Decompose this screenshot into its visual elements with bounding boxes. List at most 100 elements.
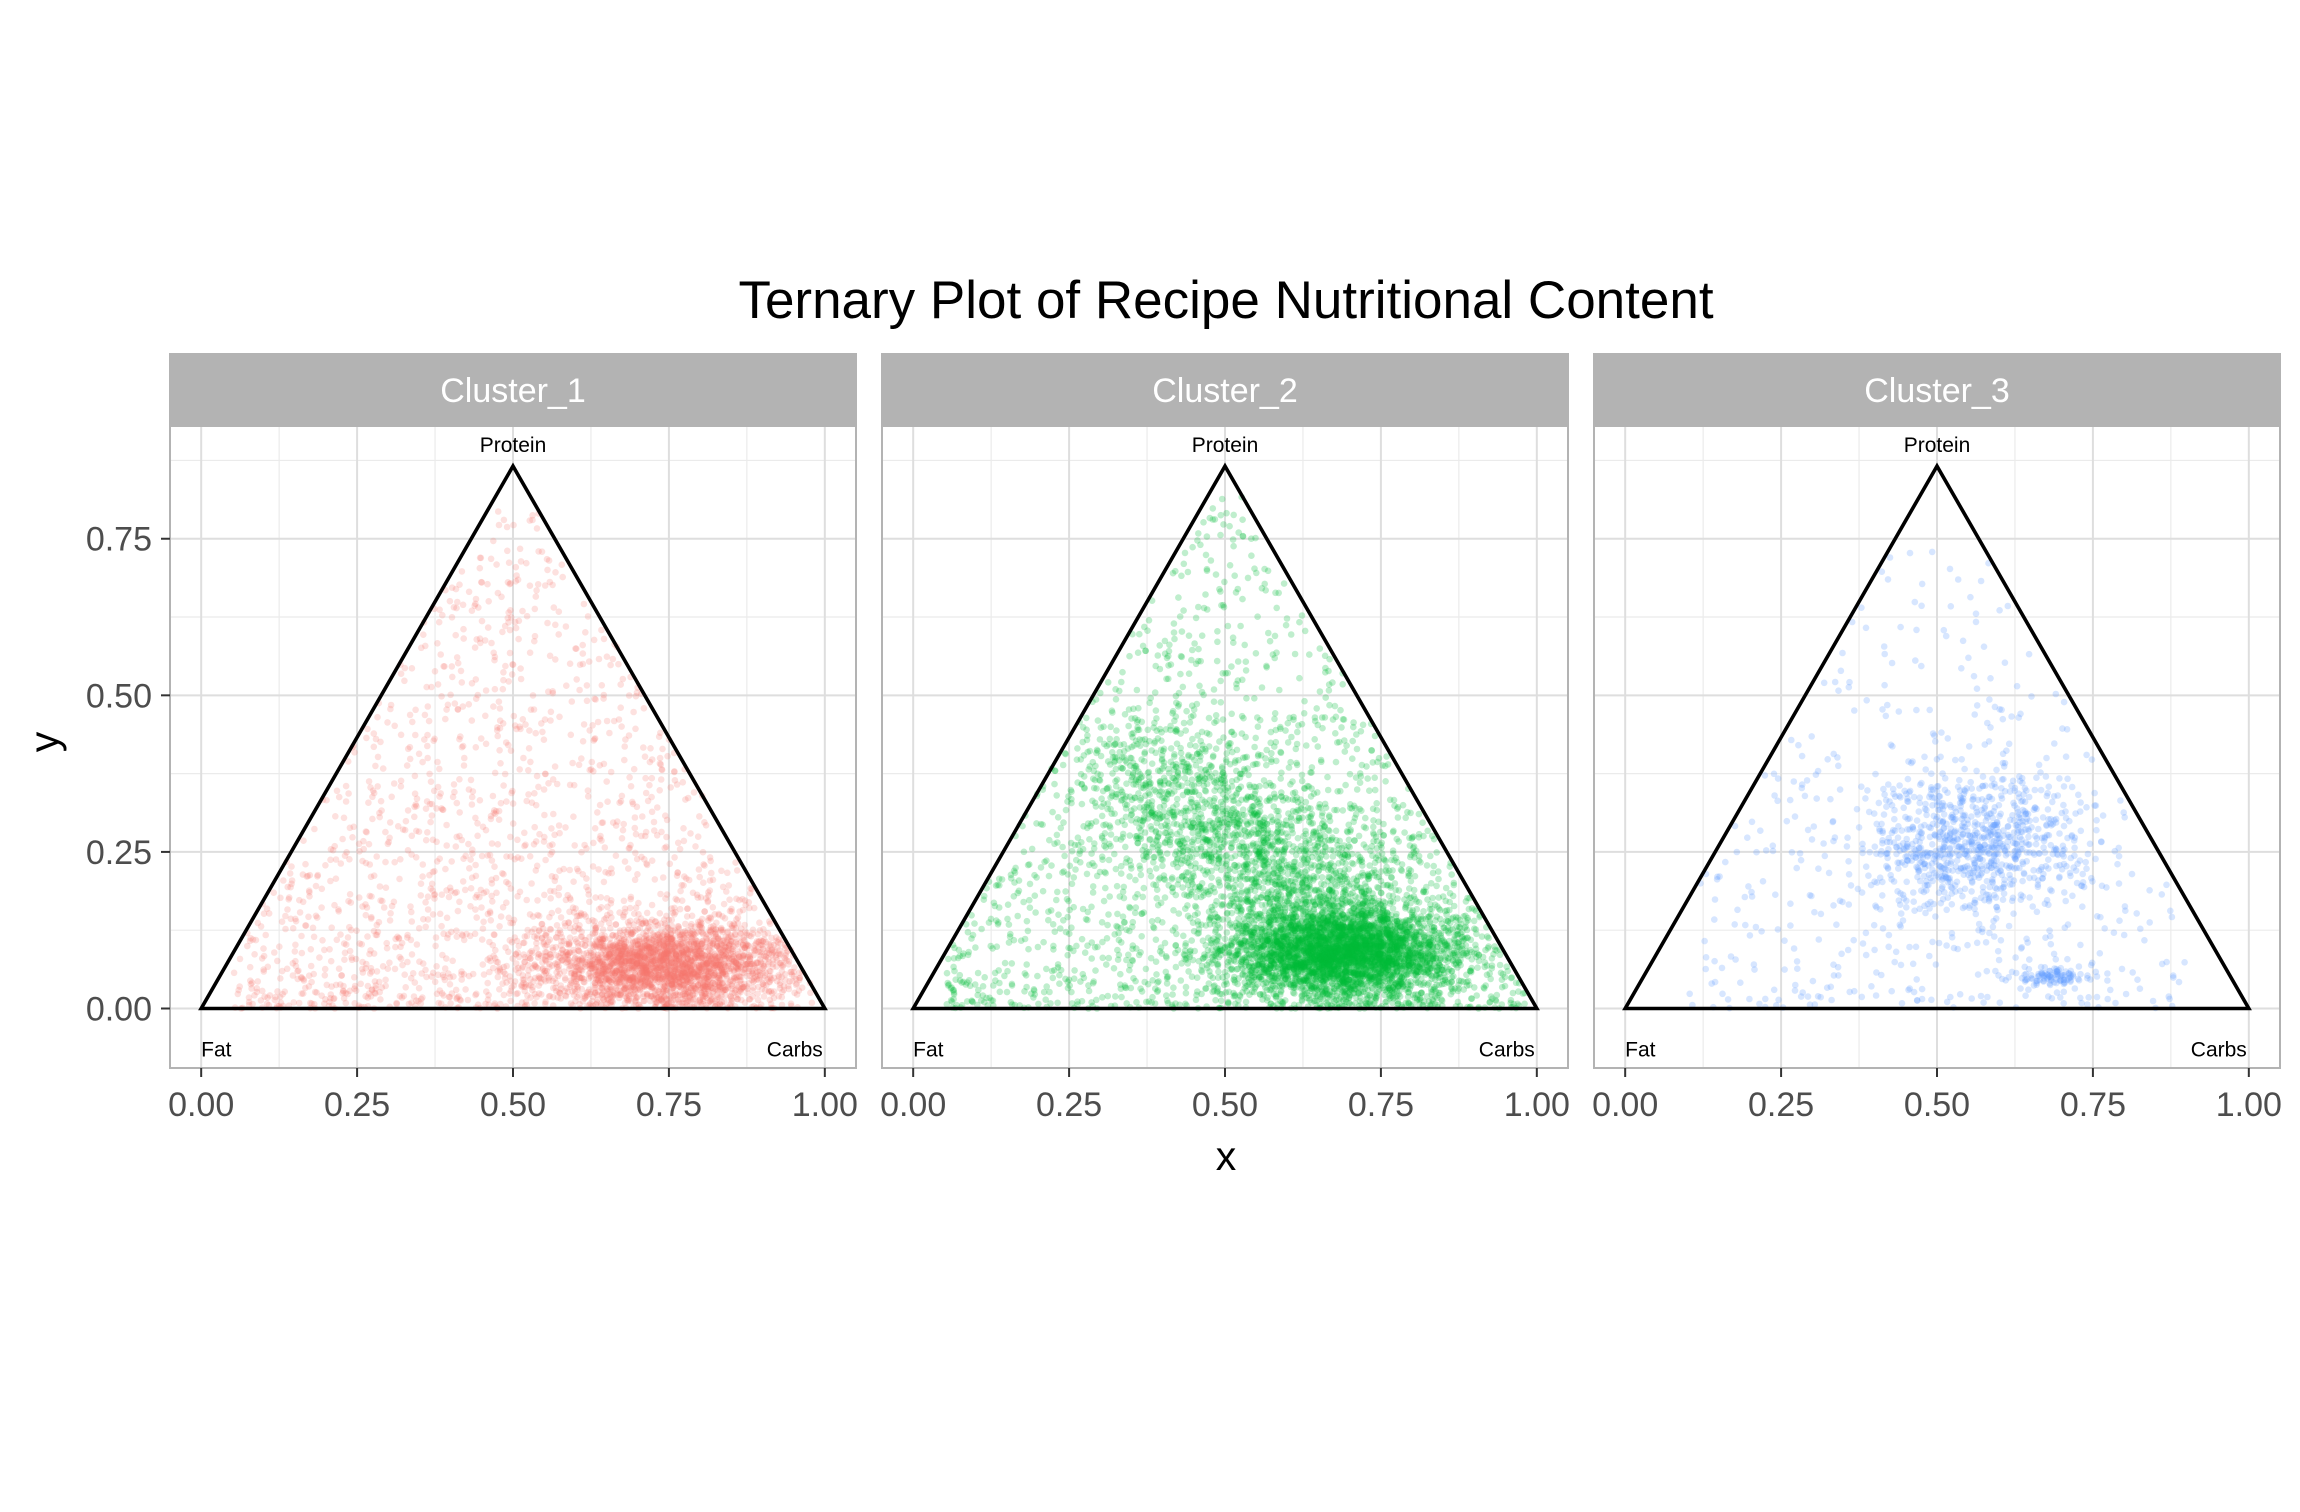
data-point — [657, 776, 665, 783]
data-point — [791, 989, 798, 997]
data-point — [741, 999, 749, 1006]
data-point — [552, 656, 559, 663]
data-point — [586, 766, 593, 774]
data-point — [507, 997, 514, 1005]
data-point — [582, 913, 590, 920]
data-point — [453, 654, 461, 661]
data-point — [746, 953, 754, 961]
data-point — [359, 958, 366, 966]
data-point — [759, 943, 767, 950]
data-point — [668, 905, 675, 912]
data-point — [278, 918, 286, 925]
data-point — [443, 706, 450, 713]
data-point — [597, 977, 604, 984]
data-point — [473, 636, 481, 643]
data-point — [527, 994, 534, 1001]
data-point — [531, 823, 538, 831]
data-point — [369, 815, 376, 823]
data-point — [732, 974, 740, 981]
data-point — [598, 626, 605, 634]
data-point — [636, 976, 643, 984]
data-point — [633, 855, 641, 863]
data-point — [278, 967, 286, 975]
data-point — [365, 778, 373, 785]
data-point — [436, 765, 443, 773]
data-point — [691, 963, 698, 971]
data-point — [583, 875, 590, 882]
data-point — [377, 897, 384, 904]
data-point — [763, 949, 771, 957]
data-point — [1303, 742, 1310, 749]
data-point — [742, 960, 749, 968]
data-point — [533, 939, 540, 947]
data-point — [497, 760, 504, 767]
data-point — [1159, 862, 1166, 870]
data-point — [491, 863, 498, 870]
data-point — [772, 934, 780, 941]
data-point — [751, 947, 758, 954]
data-point — [703, 958, 710, 965]
data-point — [417, 880, 425, 887]
data-point — [429, 868, 437, 876]
data-point — [555, 966, 562, 973]
data-point — [419, 960, 427, 967]
data-point — [558, 561, 566, 568]
data-point — [663, 891, 671, 898]
data-point — [643, 860, 650, 867]
data-point — [700, 980, 707, 988]
data-point — [262, 931, 270, 939]
data-point — [715, 953, 723, 961]
data-point — [697, 918, 704, 925]
data-point — [648, 756, 656, 763]
data-point — [386, 959, 393, 966]
data-point — [717, 962, 724, 969]
data-point — [635, 899, 642, 907]
data-point — [397, 943, 404, 951]
data-point — [547, 895, 554, 902]
data-point — [448, 614, 456, 621]
data-point — [608, 914, 615, 921]
data-point — [625, 966, 633, 974]
data-point — [700, 984, 707, 991]
data-point — [406, 711, 414, 719]
data-point — [480, 918, 487, 926]
data-point — [387, 910, 394, 917]
data-point — [548, 873, 556, 880]
data-point — [438, 990, 446, 997]
data-point — [684, 976, 691, 983]
data-point — [720, 946, 728, 954]
data-point — [384, 840, 392, 848]
data-point — [641, 753, 649, 760]
data-point — [615, 978, 622, 986]
data-point — [377, 797, 385, 805]
data-point — [617, 946, 624, 954]
data-point — [650, 818, 658, 826]
data-point — [458, 976, 466, 983]
data-point — [679, 936, 686, 943]
data-point — [501, 770, 509, 778]
data-point — [647, 975, 655, 983]
data-point — [484, 979, 492, 987]
data-point — [1014, 912, 1021, 920]
data-point — [489, 792, 497, 800]
data-point — [509, 919, 516, 927]
data-point — [686, 954, 694, 961]
data-point — [453, 799, 461, 807]
data-point — [690, 963, 697, 970]
data-point — [333, 936, 341, 944]
data-point — [658, 974, 665, 982]
data-point — [601, 844, 609, 851]
data-point — [524, 992, 531, 999]
data-point — [657, 729, 664, 737]
data-point — [1433, 849, 1440, 856]
data-point — [503, 853, 510, 860]
data-point — [676, 989, 684, 996]
data-point — [423, 973, 430, 981]
data-point — [656, 910, 664, 917]
data-point — [750, 960, 757, 967]
data-point — [485, 598, 493, 605]
data-point — [692, 954, 699, 962]
data-point — [584, 793, 592, 800]
data-point — [434, 681, 442, 688]
data-point — [559, 950, 567, 958]
